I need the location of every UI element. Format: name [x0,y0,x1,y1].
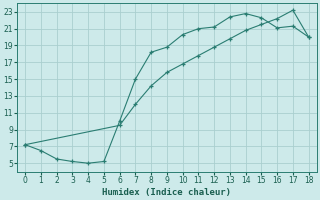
X-axis label: Humidex (Indice chaleur): Humidex (Indice chaleur) [102,188,231,197]
